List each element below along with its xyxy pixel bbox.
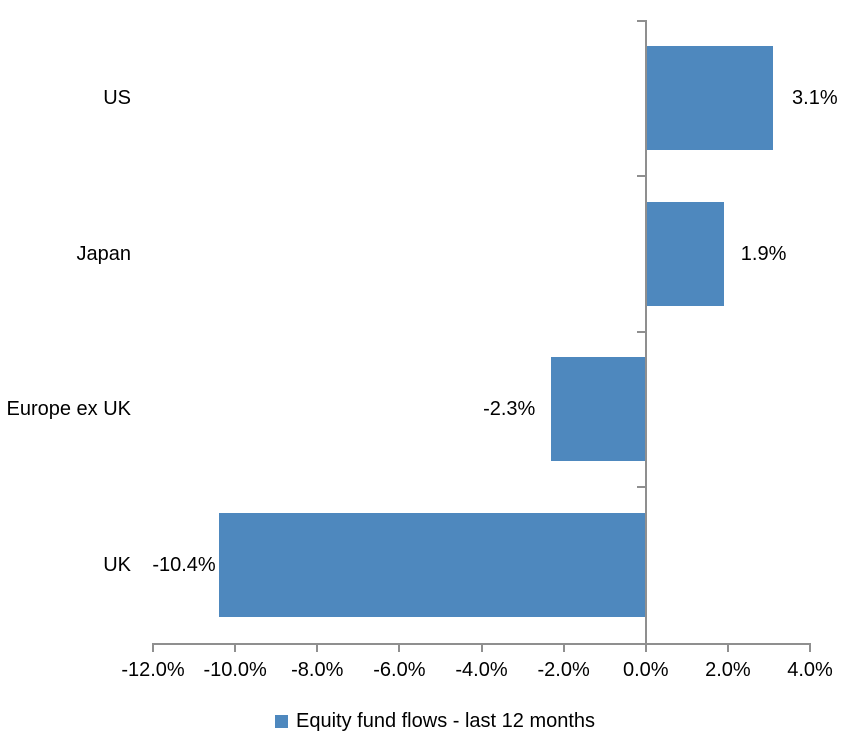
- category-label: US: [103, 86, 131, 109]
- value-axis-tick: [480, 643, 483, 652]
- value-axis-tick: [234, 643, 237, 652]
- category-axis-tick: [636, 174, 645, 177]
- value-axis-tick: [809, 643, 811, 652]
- value-axis-tick-label: 0.0%: [622, 659, 669, 681]
- legend-marker-icon: [275, 715, 288, 728]
- value-axis-tick-label: -8.0%: [291, 659, 344, 681]
- data-label: -2.3%: [483, 398, 536, 421]
- category-label: Japan: [76, 242, 132, 265]
- value-axis-tick: [152, 643, 154, 652]
- bar-uk: [218, 513, 646, 618]
- value-axis-tick: [562, 643, 565, 652]
- value-axis-tick-label: -4.0%: [455, 659, 508, 681]
- value-axis-tick: [398, 643, 401, 652]
- data-label: 3.1%: [792, 86, 838, 109]
- category-axis-tick: [636, 330, 645, 333]
- value-axis-tick: [644, 643, 647, 652]
- value-axis-tick: [316, 643, 319, 652]
- category-axis-tick: [636, 486, 645, 489]
- data-label: -10.4%: [152, 554, 216, 577]
- category-label: UK: [103, 554, 131, 577]
- value-axis-tick-label: -2.0%: [537, 659, 590, 681]
- category-axis-tick: [636, 20, 645, 22]
- data-label: 1.9%: [740, 242, 787, 265]
- legend: Equity fund flows - last 12 months: [275, 710, 595, 733]
- bar-japan: [645, 201, 724, 306]
- value-axis-tick-label: -12.0%: [121, 659, 185, 681]
- category-label: Europe ex UK: [6, 398, 131, 421]
- value-axis-tick-label: -6.0%: [373, 659, 426, 681]
- value-axis-tick-label: -10.0%: [203, 659, 267, 681]
- value-axis-tick-label: 2.0%: [705, 659, 751, 681]
- legend-label: Equity fund flows - last 12 months: [296, 710, 596, 732]
- bar-us: [645, 45, 774, 150]
- value-axis-tick-label: 4.0%: [787, 659, 833, 681]
- value-axis-tick: [726, 643, 729, 652]
- bar-europe-ex-uk: [551, 357, 646, 462]
- category-axis-line: [644, 20, 647, 643]
